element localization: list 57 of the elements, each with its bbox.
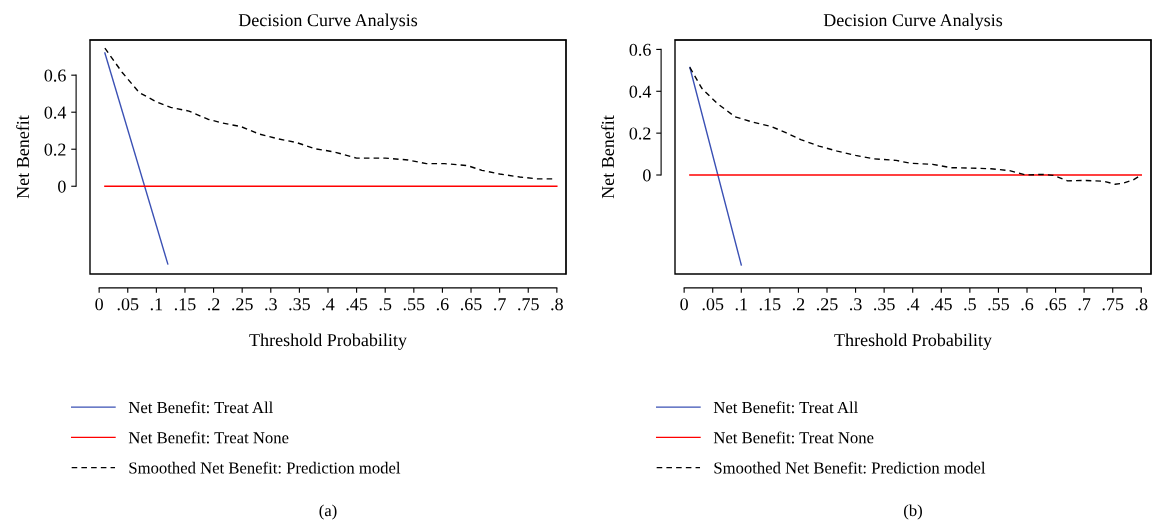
x-tick-label: .2 (792, 298, 805, 311)
x-tick-label: .7 (1078, 298, 1091, 311)
x-tick-label: .45 (931, 298, 952, 311)
x-tick-label: .15 (759, 298, 781, 311)
chart-title: Decision Curve Analysis (238, 13, 418, 31)
x-tick-label: .45 (346, 298, 368, 311)
legend-label: Net Benefit: Treat All (128, 401, 273, 414)
x-axis-title: Threshold Probability (834, 333, 992, 350)
x-tick-label: 0 (95, 298, 103, 311)
x-tick-label: .1 (150, 298, 163, 311)
y-tick-label: 0.2 (44, 143, 66, 156)
x-tick-label: .25 (232, 298, 253, 311)
x-tick-label: .2 (208, 298, 220, 311)
chart-title: Decision Curve Analysis (823, 13, 1003, 31)
legend-label: Net Benefit: Treat All (713, 401, 858, 414)
x-tick-label: 0 (680, 298, 688, 311)
text: (a) (319, 504, 337, 520)
legend-label: Net Benefit: Treat None (713, 431, 874, 444)
x-tick-label: .75 (518, 298, 539, 311)
x-tick-label: .6 (1021, 298, 1034, 311)
y-axis-title: Net Benefit (601, 115, 615, 199)
x-tick-label: .4 (322, 298, 335, 311)
x-tick-label: .65 (460, 298, 482, 311)
text: (b) (904, 504, 922, 520)
x-tick-label: .8 (1135, 298, 1148, 311)
x-tick-label: .25 (816, 298, 838, 311)
legend-label: Smoothed Net Benefit: Prediction model (129, 461, 401, 474)
x-tick-label: .5 (379, 298, 392, 311)
x-tick-label: .05 (117, 298, 139, 311)
x-tick-label: .8 (551, 298, 563, 311)
y-tick-label: 0.6 (44, 69, 66, 82)
x-tick-label: .35 (289, 298, 310, 311)
y-tick-label: 0 (58, 180, 66, 193)
x-tick-label: .4 (907, 298, 920, 311)
legend-label: Smoothed Net Benefit: Prediction model (714, 461, 986, 474)
x-tick-label: .3 (849, 298, 862, 311)
x-tick-label: .65 (1045, 298, 1067, 311)
y-axis-title: Net Benefit (16, 115, 30, 199)
y-tick-label: 0.2 (629, 127, 651, 140)
y-tick-label: 0.6 (629, 43, 651, 56)
x-tick-label: .55 (988, 298, 1010, 311)
line-series (104, 47, 555, 180)
x-tick-label: .5 (964, 298, 976, 311)
y-tick-label: 0.4 (44, 106, 67, 119)
x-tick-label: .55 (403, 298, 425, 311)
x-tick-label: .1 (735, 298, 747, 311)
y-tick-label: 0.4 (629, 85, 652, 98)
legend-label: Net Benefit: Treat None (128, 431, 289, 444)
x-tick-label: .75 (1102, 298, 1124, 311)
y-tick-label: 0 (643, 169, 651, 182)
x-tick-label: .15 (174, 298, 196, 311)
x-tick-label: .7 (494, 298, 506, 311)
x-tick-label: .3 (265, 298, 277, 311)
x-tick-label: .05 (702, 298, 724, 311)
x-tick-label: .6 (436, 298, 449, 311)
x-tick-label: .35 (874, 298, 895, 311)
x-axis-title: Threshold Probability (249, 333, 407, 350)
